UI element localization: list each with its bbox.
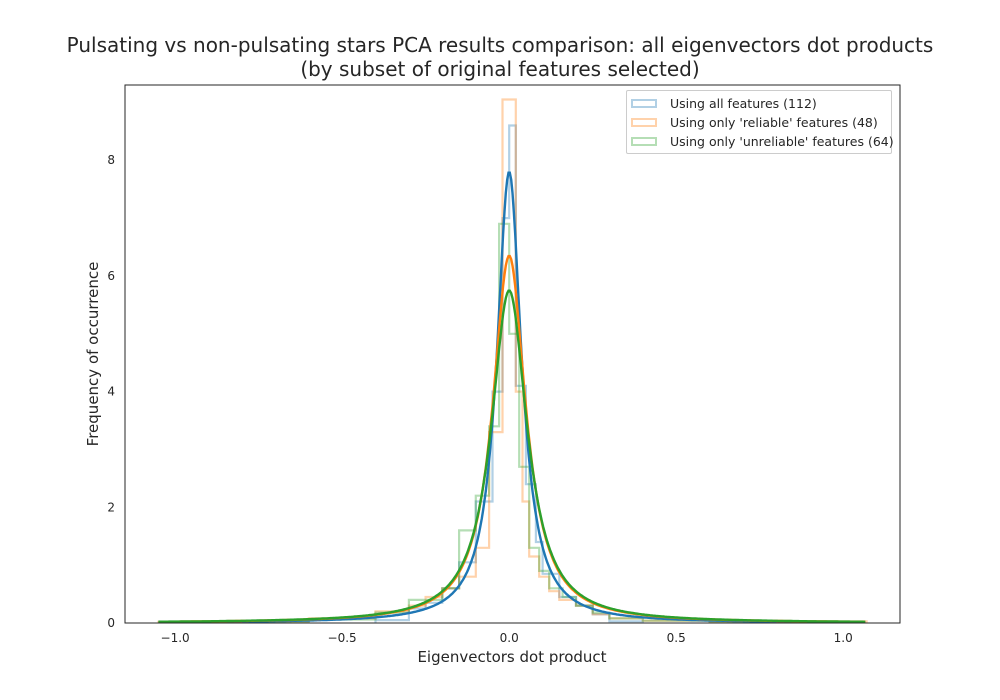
histogram-using-all-features-112	[374, 124, 644, 623]
x-tick-labels: −1.0 −0.5 0.0 0.5 1.0	[161, 631, 853, 645]
kde-curve-using-only-reliable-features-48	[158, 254, 866, 623]
x-tick-label: 0.5	[667, 631, 686, 645]
kde-curve-using-only-unreliable-features-64	[158, 289, 866, 623]
kde-layer	[158, 171, 866, 624]
legend-swatch-all-features	[631, 98, 657, 108]
y-tick-label: 0	[107, 616, 115, 630]
legend-swatch-reliable-features	[631, 117, 657, 127]
histogram-layer	[157, 98, 868, 623]
x-axis-label: Eigenvectors dot product	[417, 648, 606, 666]
legend: Using all features (112) Using only 'rel…	[626, 90, 894, 154]
chart-title-line-1: Pulsating vs non-pulsating stars PCA res…	[66, 33, 934, 57]
histogram-using-only-reliable-features-48	[157, 98, 868, 623]
chart-title-line-2: (by subset of original features selected…	[300, 57, 700, 81]
x-tick-label: 0.0	[500, 631, 519, 645]
plot-frame	[124, 84, 901, 624]
x-tick-label: −0.5	[328, 631, 357, 645]
x-tick-label: 1.0	[834, 631, 853, 645]
legend-label-reliable-features: Using only 'reliable' features (48)	[670, 114, 878, 130]
y-tick-label: 4	[107, 385, 115, 399]
legend-item-unreliable-features: Using only 'unreliable' features (64)	[631, 132, 894, 150]
legend-item-all-features: Using all features (112)	[631, 94, 817, 112]
y-tick-label: 8	[107, 153, 115, 167]
y-tick-labels: 0 2 4 6 8	[107, 153, 115, 630]
legend-item-reliable-features: Using only 'reliable' features (48)	[631, 113, 878, 131]
y-tick-label: 6	[107, 269, 115, 283]
y-axis-label: Frequency of occurrence	[84, 262, 102, 447]
legend-swatch-unreliable-features	[631, 136, 657, 146]
legend-label-all-features: Using all features (112)	[670, 95, 817, 111]
y-tick-label: 2	[107, 500, 115, 514]
x-tick-label: −1.0	[161, 631, 190, 645]
histogram-using-only-unreliable-features-64	[174, 222, 845, 623]
legend-label-unreliable-features: Using only 'unreliable' features (64)	[670, 133, 894, 149]
kde-curve-using-all-features-112	[158, 171, 866, 624]
